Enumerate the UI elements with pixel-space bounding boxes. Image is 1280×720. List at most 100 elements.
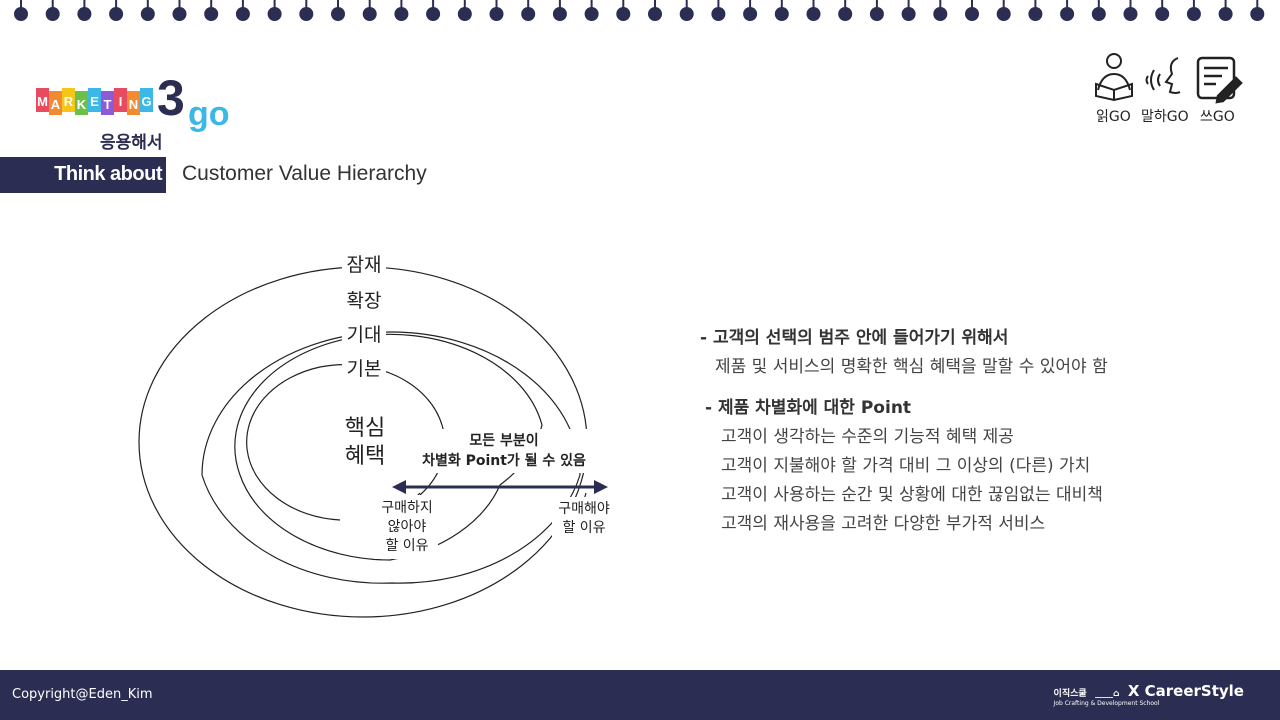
border-dot	[489, 7, 504, 21]
bullet-list: - 고객의 선택의 범주 안에 들어가기 위해서 제품 및 서비스의 명확한 핵…	[700, 324, 1220, 539]
core-label-2: 혜택	[345, 444, 385, 469]
center-note-line2: 차별화 Point가 될 수 있음	[422, 452, 586, 469]
border-dot	[109, 7, 124, 21]
border-dot	[331, 7, 345, 21]
bullet-item: 고객의 재사용을 고려한 다양한 부가적 서비스	[721, 514, 1046, 534]
bullet-title-2: - 제품 차별화에 대한 Point	[705, 398, 912, 418]
bullet-item: 고객이 사용하는 순간 및 상황에 대한 끊임없는 대비책	[721, 485, 1103, 505]
border-dot	[552, 7, 567, 21]
logo-letter: A	[49, 91, 62, 115]
border-dot	[1186, 7, 1201, 21]
svg-text:K: K	[77, 97, 87, 112]
border-dot	[14, 7, 28, 21]
speaking-face-icon	[1145, 57, 1181, 94]
border-dot	[172, 7, 187, 21]
logo-letter: K	[75, 91, 88, 115]
brand-sub: Job Crafting & Development School	[1053, 700, 1160, 707]
border-dot	[1155, 7, 1170, 21]
border-dot	[394, 7, 409, 21]
svg-text:M: M	[37, 94, 48, 109]
center-note-line1: 모든 부분이	[469, 432, 538, 449]
border-dot	[267, 7, 282, 21]
border-dot	[869, 7, 884, 21]
icon-label-read: 읽GO	[1096, 109, 1131, 125]
border-dot	[1218, 7, 1233, 21]
logo-go: go	[188, 95, 230, 133]
logo-letter: R	[62, 88, 75, 112]
page-title: Customer Value Hierarchy	[182, 162, 427, 185]
svg-text:R: R	[64, 94, 74, 109]
svg-text:I: I	[119, 94, 123, 109]
border-dot	[45, 7, 60, 21]
ring-label-basic: 기본	[347, 358, 382, 380]
footer-brand: 이직스쿨 ____⌂ X CareerStyle Job Crafting & …	[1053, 682, 1244, 707]
svg-text:T: T	[104, 97, 112, 112]
svg-text:G: G	[141, 94, 151, 109]
writing-note-icon	[1196, 56, 1243, 104]
svg-text:E: E	[90, 94, 99, 109]
border-dot	[743, 7, 758, 21]
border-dot	[1091, 7, 1106, 21]
section-label-bar: Think about	[0, 157, 166, 193]
border-dot	[426, 7, 441, 21]
logo-letter: M	[36, 88, 49, 112]
border-dot	[711, 7, 726, 21]
icon-label-speak: 말하GO	[1141, 109, 1189, 125]
border-dot	[616, 7, 631, 21]
reading-person-icon	[1095, 53, 1133, 102]
double-arrow	[392, 480, 608, 494]
logo-letter: E	[88, 88, 101, 112]
ring-label-potential: 잠재	[347, 254, 382, 276]
border-dot	[204, 7, 219, 21]
border-dot	[1060, 7, 1075, 21]
footer-bar: Copyright@Eden_Kim 이직스쿨 ____⌂ X CareerSt…	[0, 670, 1280, 720]
bullet-item: 고객이 생각하는 수준의 기능적 혜택 제공	[721, 427, 1014, 447]
left-note-3: 할 이유	[385, 538, 428, 554]
subtitle: 응용해서	[100, 133, 163, 153]
border-dot	[806, 7, 821, 21]
ring-expected	[234, 333, 543, 561]
top-icons	[1095, 53, 1243, 104]
core-label-1: 핵심	[345, 416, 385, 441]
border-dot	[996, 7, 1011, 21]
ring-label-augmented: 확장	[347, 290, 382, 312]
border-dot	[965, 7, 979, 21]
bullet-item: 고객이 지불해야 할 가격 대비 그 이상의 (다른) 가치	[721, 456, 1091, 476]
logo-number: 3	[157, 70, 185, 126]
border-dot	[679, 7, 694, 21]
border-dot	[1028, 7, 1043, 21]
logo-letter: I	[114, 88, 127, 112]
border-dot	[77, 7, 92, 21]
copyright: Copyright@Eden_Kim	[12, 687, 153, 702]
top-dot-border	[14, 0, 1265, 21]
right-note-2: 할 이유	[562, 520, 605, 536]
logo-letter: G	[140, 88, 153, 112]
logo-letter: T	[101, 91, 114, 115]
brand-left: 이직스쿨	[1053, 689, 1087, 699]
border-dot	[521, 7, 536, 21]
border-dot	[299, 7, 314, 21]
left-note-2: 않아야	[388, 519, 427, 535]
border-dot	[1123, 7, 1138, 21]
border-dot	[838, 7, 853, 21]
border-dot	[774, 7, 789, 21]
border-dot	[648, 7, 662, 21]
border-dot	[140, 7, 155, 21]
border-dot	[362, 7, 377, 21]
section-label: Think about	[54, 163, 162, 185]
border-dot	[457, 7, 472, 21]
icon-label-write: 쓰GO	[1200, 109, 1235, 125]
border-dot	[1250, 7, 1265, 21]
logo-letter: N	[127, 91, 140, 115]
svg-text:A: A	[51, 97, 61, 112]
border-dot	[235, 7, 250, 21]
border-dot	[584, 7, 599, 21]
brand-right: X CareerStyle	[1127, 682, 1244, 700]
border-dot	[933, 7, 948, 21]
bullet-title-1: - 고객의 선택의 범주 안에 들어가기 위해서	[700, 328, 1009, 348]
border-dot	[901, 7, 916, 21]
left-note-1: 구매하지	[381, 500, 433, 516]
bullet-item: 제품 및 서비스의 명확한 핵심 혜택을 말할 수 있어야 함	[715, 357, 1108, 377]
value-hierarchy-diagram: 잠재 확장 기대 기본 핵심 혜택 모든 부분이 차별화 Point가 될 수 …	[138, 253, 612, 618]
